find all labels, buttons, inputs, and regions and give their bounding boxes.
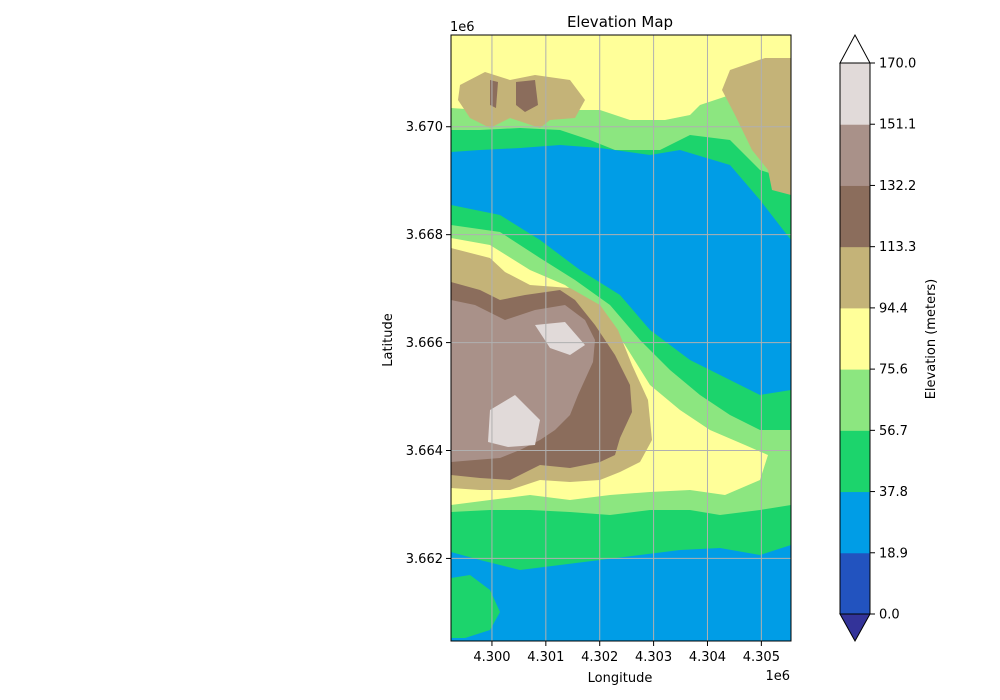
colorbar-tick-label: 56.7 (879, 424, 908, 439)
y-axis: 3.662 3.664 3.666 3.668 3.670 (406, 120, 451, 567)
y-tick-label: 3.670 (406, 120, 443, 135)
colorbar-over-arrow (839, 33, 871, 64)
colorbar-band (840, 552, 870, 615)
y-axis-label: Latitude (381, 313, 396, 367)
grid (451, 35, 791, 641)
y-tick-label: 3.664 (406, 444, 443, 459)
colorbar-tick-label: 113.3 (879, 240, 916, 255)
colorbar-band (840, 491, 870, 554)
colorbar-tick-label: 75.6 (879, 363, 908, 378)
colorbar-band (840, 63, 870, 125)
colorbar-label: Elevation (meters) (924, 279, 939, 400)
colorbar-band (840, 430, 870, 493)
contour-band-brown-northwest-b (516, 80, 538, 112)
colorbar-tick-label: 132.2 (879, 179, 916, 194)
contour-plot (451, 35, 791, 641)
x-axis: 4.300 4.301 4.302 4.303 4.304 4.305 (473, 641, 780, 665)
y-offset-label: 1e6 (450, 20, 475, 35)
colorbar-tick-label: 0.0 (879, 608, 900, 623)
x-tick-label: 4.300 (473, 650, 510, 665)
colorbar-band (840, 246, 870, 309)
y-tick-label: 3.666 (406, 336, 443, 351)
colorbar: 0.0 18.9 37.8 56.7 75.6 94.4 113.3 132.2 151.1 17… (839, 33, 939, 643)
plot-frame (450, 34, 792, 642)
y-tick-label: 3.668 (406, 228, 443, 243)
colorbar-frame (839, 62, 871, 615)
colorbar-tick-label: 37.8 (879, 485, 908, 500)
colorbar-tick-label: 94.4 (879, 301, 908, 316)
x-tick-label: 4.305 (743, 650, 780, 665)
x-tick-label: 4.304 (689, 650, 726, 665)
colorbar-band (840, 185, 870, 248)
y-tick-label: 3.662 (406, 552, 443, 567)
colorbar-band (840, 124, 870, 186)
x-axis-label: Longitude (588, 671, 653, 686)
chart-title: Elevation Map (567, 13, 673, 31)
colorbar-under-arrow (839, 613, 871, 643)
contour-band-peak-b (488, 395, 540, 447)
colorbar-band (840, 307, 870, 370)
x-tick-label: 4.302 (581, 650, 618, 665)
x-offset-label: 1e6 (765, 669, 790, 684)
colorbar-band (840, 369, 870, 431)
colorbar-tick-label: 151.1 (879, 118, 916, 133)
x-tick-label: 4.303 (635, 650, 672, 665)
colorbar-tick-label: 170.0 (879, 57, 916, 72)
contour-band-peak-a (535, 322, 585, 355)
x-tick-label: 4.301 (527, 650, 564, 665)
colorbar-tick-label: 18.9 (879, 546, 908, 561)
contour-band-green-southwest (451, 575, 500, 638)
